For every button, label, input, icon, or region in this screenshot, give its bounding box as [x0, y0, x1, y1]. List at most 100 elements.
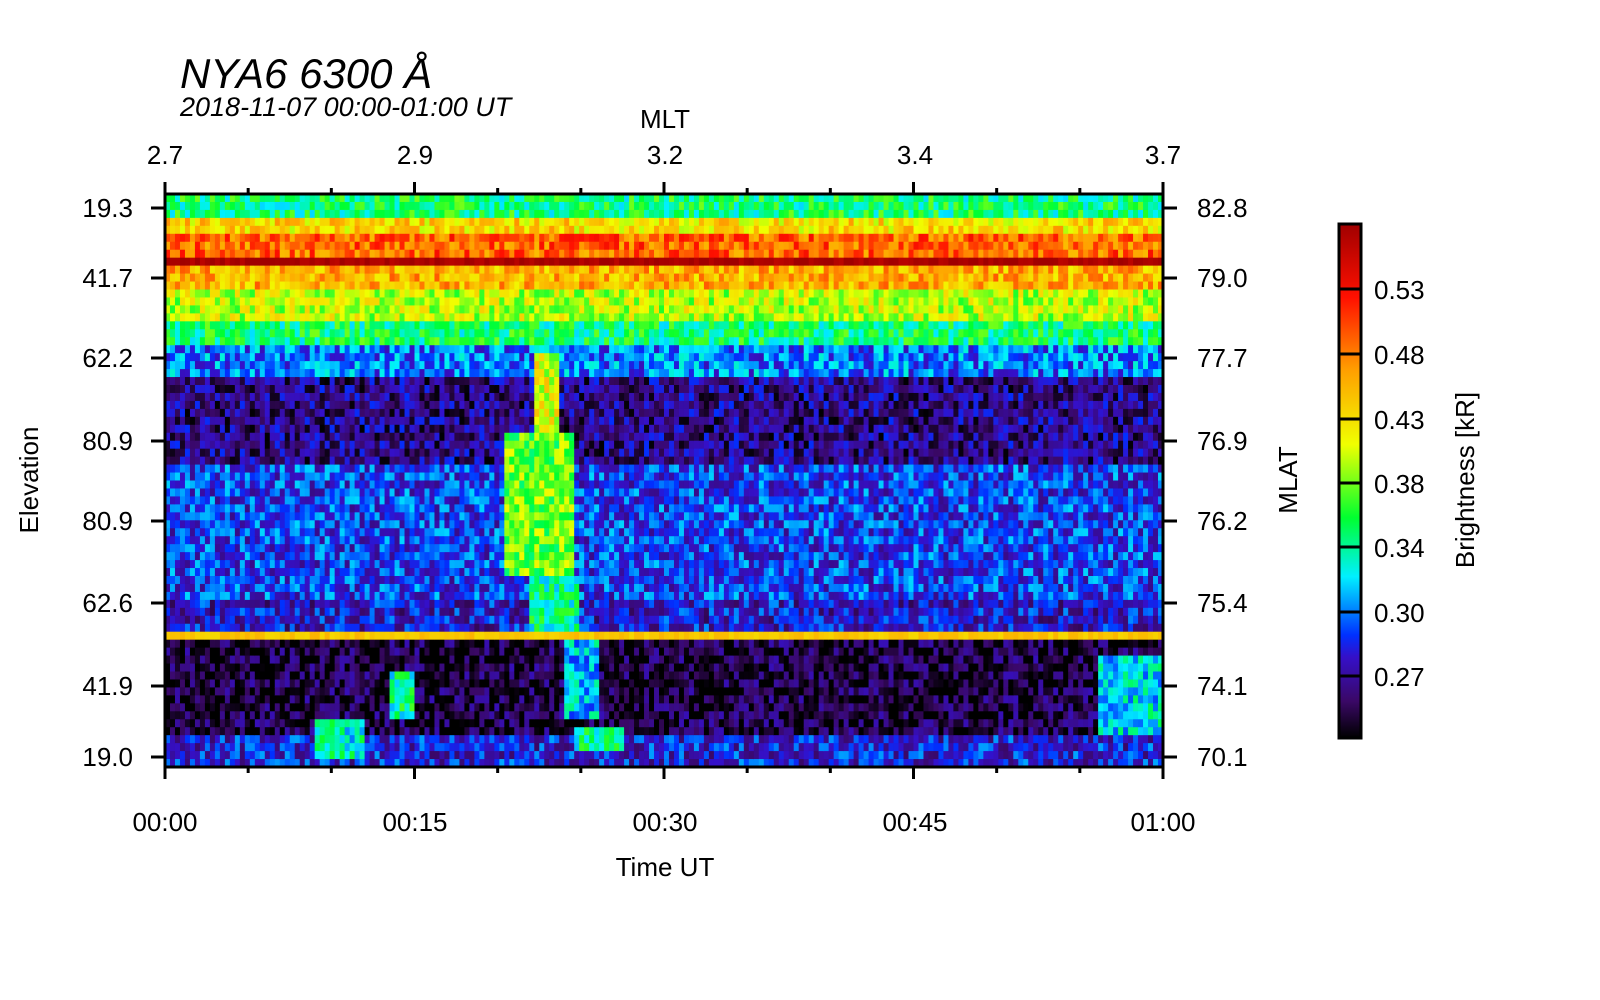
- heatmap-cell: [449, 265, 456, 275]
- heatmap-cell: [344, 289, 351, 299]
- heatmap-cell: [419, 583, 426, 593]
- heatmap-cell: [309, 194, 316, 203]
- heatmap-cell: [494, 233, 500, 243]
- heatmap-cell: [499, 345, 505, 354]
- heatmap-cell: [349, 631, 356, 641]
- heatmap-cell: [454, 201, 461, 211]
- heatmap-cell: [484, 663, 490, 673]
- heatmap-cell: [354, 329, 361, 338]
- heatmap-cell: [484, 273, 490, 283]
- heatmap-cell: [259, 496, 266, 505]
- heatmap-cell: [314, 321, 321, 330]
- heatmap-cell: [359, 321, 366, 330]
- heatmap-cell: [224, 337, 231, 346]
- heatmap-cell: [224, 257, 231, 267]
- heatmap-cell: [494, 456, 500, 466]
- heatmap-cell: [184, 568, 191, 577]
- heatmap-cell: [369, 432, 376, 442]
- heatmap-cell: [394, 536, 401, 545]
- heatmap-cell: [274, 496, 281, 505]
- heatmap-cell: [494, 432, 500, 442]
- heatmap-cell: [259, 663, 266, 673]
- heatmap-cell: [339, 639, 346, 649]
- heatmap-cell: [309, 369, 316, 378]
- heatmap-cell: [284, 392, 291, 402]
- heatmap-cell: [439, 217, 446, 227]
- heatmap-cell: [484, 241, 490, 251]
- heatmap-cell: [324, 448, 331, 458]
- heatmap-cell: [319, 695, 326, 704]
- heatmap-cell: [409, 520, 416, 529]
- heatmap-cell: [404, 385, 411, 394]
- heatmap-cell: [499, 639, 505, 649]
- heatmap-cell: [264, 257, 271, 267]
- heatmap-cell: [469, 321, 475, 330]
- heatmap-cell: [314, 512, 321, 521]
- heatmap-cell: [424, 432, 431, 442]
- heatmap-cell: [174, 655, 181, 665]
- heatmap-cell: [279, 583, 286, 593]
- heatmap-cell: [349, 289, 356, 299]
- heatmap-cell: [469, 560, 475, 569]
- heatmap-cell: [229, 369, 236, 378]
- heatmap-cell: [424, 209, 431, 219]
- heatmap-cell: [329, 313, 336, 322]
- heatmap-cell: [349, 408, 356, 418]
- heatmap-cell: [394, 528, 401, 537]
- heatmap-cell: [259, 536, 266, 545]
- heatmap-cell: [339, 440, 346, 450]
- heatmap-cell: [379, 488, 386, 498]
- heatmap-cell: [189, 305, 196, 314]
- heatmap-cell: [474, 241, 480, 251]
- heatmap-cell: [364, 361, 371, 370]
- heatmap-cell: [189, 520, 196, 529]
- heatmap-cell: [489, 377, 495, 386]
- heatmap-cell: [179, 631, 186, 641]
- heatmap-cell: [319, 353, 326, 362]
- heatmap-cell: [354, 504, 361, 513]
- heatmap-cell: [165, 440, 171, 450]
- heatmap-cell: [364, 281, 371, 291]
- heatmap-cell: [474, 472, 480, 482]
- heatmap-cell: [414, 424, 421, 434]
- heatmap-cell: [299, 615, 306, 625]
- heatmap-cell: [239, 440, 246, 450]
- heatmap-cell: [174, 552, 181, 561]
- heatmap-cell: [364, 488, 371, 498]
- heatmap-cell: [204, 687, 211, 696]
- heatmap-cell: [474, 321, 480, 330]
- heatmap-cell: [234, 209, 241, 219]
- heatmap-cell: [299, 727, 306, 736]
- heatmap-cell: [389, 599, 396, 609]
- heatmap-cell: [219, 703, 226, 712]
- heatmap-cell: [484, 297, 490, 307]
- heatmap-cell: [469, 671, 475, 681]
- heatmap-cell: [429, 711, 436, 720]
- heatmap-cell: [359, 369, 366, 378]
- heatmap-cell: [364, 377, 371, 386]
- heatmap-cell: [214, 289, 221, 299]
- heatmap-cell: [379, 225, 386, 235]
- heatmap-cell: [204, 719, 211, 728]
- heatmap-cell: [294, 631, 301, 641]
- heatmap-cell: [319, 233, 326, 243]
- heatmap-cell: [244, 671, 251, 681]
- heatmap-cell: [344, 504, 351, 513]
- heatmap-cell: [364, 599, 371, 609]
- heatmap-cell: [304, 281, 311, 291]
- heatmap-cell: [349, 305, 356, 314]
- heatmap-cell: [289, 711, 296, 720]
- heatmap-cell: [359, 209, 366, 219]
- heatmap-cell: [329, 647, 336, 657]
- heatmap-cell: [364, 297, 371, 307]
- heatmap-cell: [284, 400, 291, 410]
- heatmap-cell: [279, 727, 286, 736]
- heatmap-cell: [294, 345, 301, 354]
- heatmap-cell: [379, 599, 386, 609]
- heatmap-cell: [389, 671, 396, 681]
- heatmap-cell: [259, 233, 266, 243]
- heatmap-cell: [389, 257, 396, 267]
- heatmap-cell: [434, 703, 441, 712]
- heatmap-cell: [169, 743, 176, 752]
- heatmap-cell: [309, 464, 316, 474]
